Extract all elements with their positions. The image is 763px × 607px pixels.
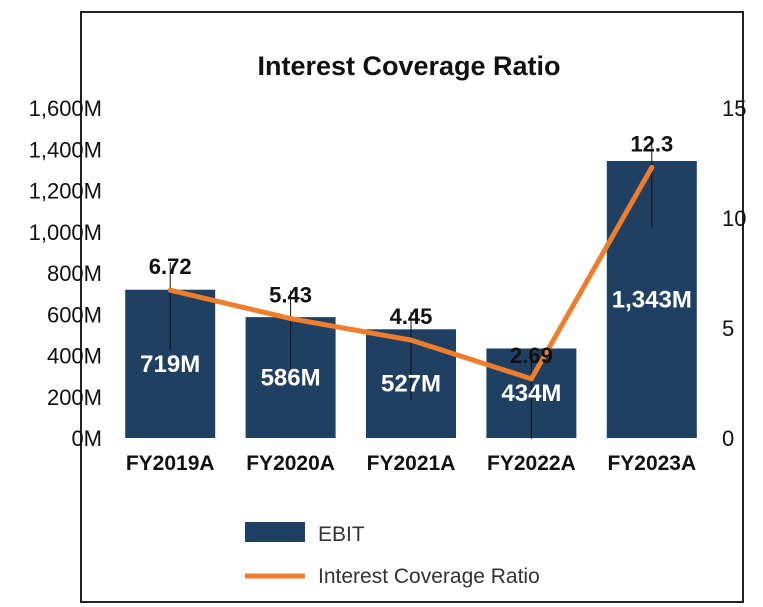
ebit-data-label: 1,343M — [612, 287, 692, 314]
ebit-bar-labels: 719M 586M 527M 434M 1,343M — [140, 287, 692, 408]
right-tick-label: 5 — [722, 316, 734, 341]
ratio-labels: 6.72 5.43 4.45 2.69 12.3 — [149, 131, 673, 367]
ratio-data-label: 5.43 — [269, 283, 312, 308]
category-label: FY2020A — [246, 452, 335, 475]
left-tick-label: 1,000M — [29, 220, 102, 245]
ratio-data-label: 6.72 — [149, 254, 192, 279]
legend-ratio-label: Interest Coverage Ratio — [318, 565, 540, 588]
legend: EBIT Interest Coverage Ratio — [245, 522, 540, 588]
ebit-data-label: 719M — [140, 351, 200, 378]
ratio-point — [528, 376, 534, 382]
ebit-data-label: 527M — [381, 371, 441, 398]
category-label: FY2019A — [126, 452, 215, 475]
left-axis: 0M 200M 400M 600M 800M 1,000M 1,200M 1,400M 1,60… — [29, 96, 102, 451]
chart-frame — [80, 11, 744, 603]
left-tick-label: 1,400M — [29, 137, 102, 162]
ratio-data-label: 2.69 — [510, 343, 553, 368]
category-label: FY2022A — [487, 452, 576, 475]
ebit-bars — [125, 161, 697, 438]
ebit-data-label: 586M — [261, 365, 321, 392]
left-tick-label: 200M — [47, 385, 102, 410]
left-tick-label: 800M — [47, 261, 102, 286]
left-tick-label: 1,600M — [29, 96, 102, 121]
ratio-data-label: 12.3 — [630, 131, 673, 156]
ratio-point — [288, 316, 294, 322]
right-axis: 0 5 10 15 — [722, 96, 746, 451]
right-tick-label: 10 — [722, 206, 746, 231]
ratio-point — [167, 287, 173, 293]
ratio-line-layer — [167, 139, 655, 439]
ratio-data-label: 4.45 — [390, 304, 433, 329]
ebit-data-label: 434M — [501, 380, 561, 407]
legend-ebit-label: EBIT — [318, 523, 365, 546]
category-axis: FY2019A FY2020A FY2021A FY2022A FY2023A — [126, 452, 696, 475]
right-tick-label: 0 — [722, 426, 734, 451]
ratio-point — [408, 337, 414, 343]
left-tick-label: 400M — [47, 344, 102, 369]
ratio-point — [649, 164, 655, 170]
left-tick-label: 600M — [47, 302, 102, 327]
left-tick-label: 1,200M — [29, 179, 102, 204]
chart-title: Interest Coverage Ratio — [257, 51, 560, 81]
right-tick-label: 15 — [722, 96, 746, 121]
category-label: FY2021A — [367, 452, 456, 475]
legend-ebit-swatch — [245, 522, 305, 542]
left-tick-label: 0M — [71, 426, 102, 451]
category-label: FY2023A — [607, 452, 696, 475]
